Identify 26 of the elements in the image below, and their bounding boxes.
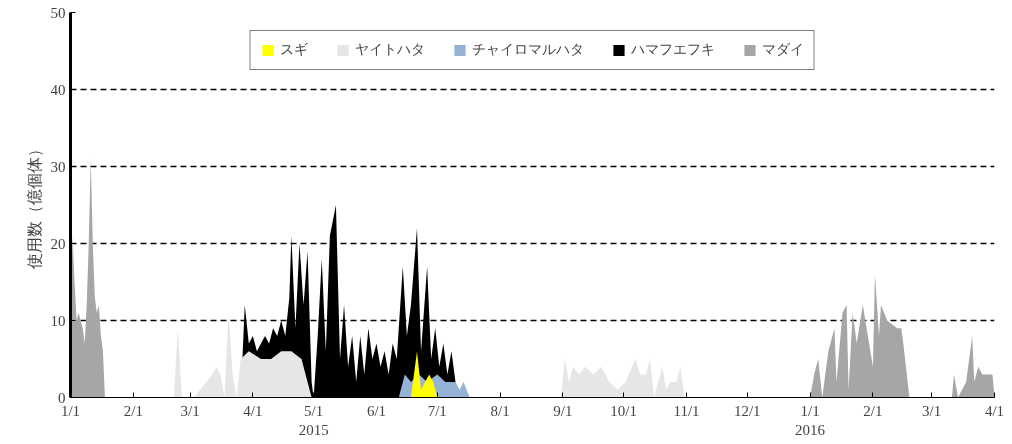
legend-label: ハマフエフキ: [630, 41, 715, 59]
x-tick-label: 6/1: [366, 402, 387, 419]
y-tick-label: 20: [50, 235, 66, 252]
x-tick-label: 8/1: [490, 402, 510, 419]
x-tick-label: 2/1: [863, 402, 883, 419]
x-tick-label: 3/1: [180, 402, 200, 419]
x-tick-label: 4/1: [243, 402, 263, 419]
legend-label: スギ: [279, 41, 308, 59]
x-tick-label: 9/1: [553, 402, 573, 419]
y-tick-label: 10: [50, 312, 66, 329]
x-tick-label: 5/1 2015: [298, 402, 329, 438]
y-tick-label: 40: [50, 81, 66, 98]
x-tick-label: 11/1: [673, 402, 700, 419]
x-tick-label: 10/1: [610, 402, 638, 419]
legend-label: チャイロマルハタ: [471, 41, 584, 59]
x-tick-label: 7/1: [427, 402, 447, 419]
x-tick-label: 3/1: [922, 402, 942, 419]
legend-label: マダイ: [761, 41, 804, 59]
y-axis-title: 使用数（億個体）: [25, 141, 43, 269]
y-tick-label: 30: [50, 158, 66, 175]
x-tick-label: 12/1: [733, 402, 761, 419]
x-tick-label: 4/1: [984, 402, 1005, 419]
legend-label: ヤイトハタ: [354, 41, 425, 59]
x-tick-label: 2/1: [123, 402, 143, 419]
x-tick-label: 1/1 2016: [795, 402, 826, 438]
y-tick-label: 50: [50, 4, 66, 21]
